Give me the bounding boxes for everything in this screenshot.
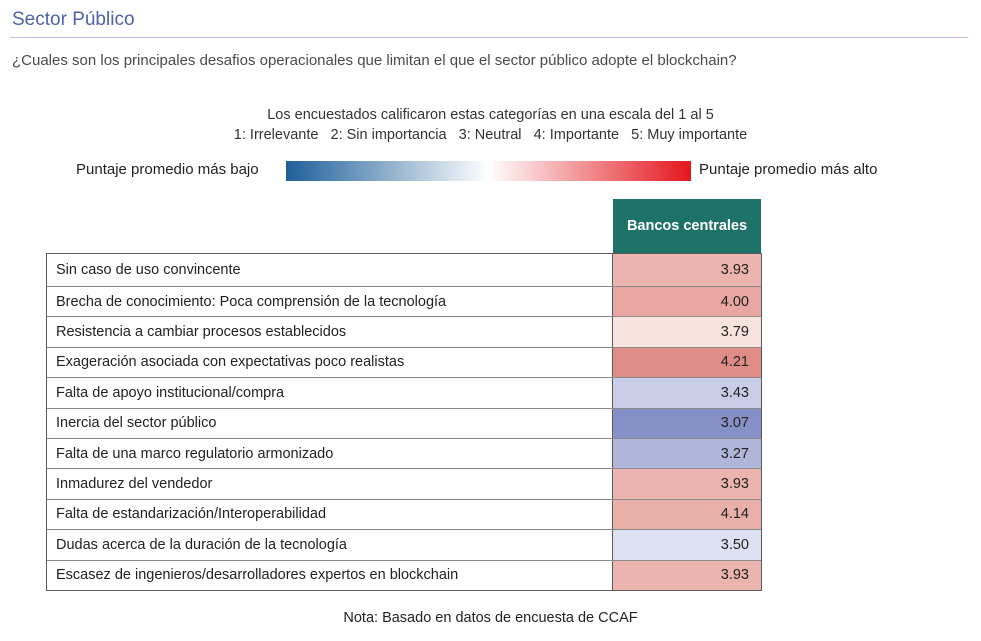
row-score: 3.93 (613, 560, 761, 590)
row-score: 3.43 (613, 378, 761, 408)
row-score: 3.93 (613, 469, 761, 499)
table-row: Falta de una marco regulatorio armonizad… (47, 437, 761, 469)
legend-high-label: Puntaje promedio más alto (699, 161, 878, 178)
source-note: Nota: Basado en datos de encuesta de CCA… (343, 610, 638, 626)
column-header-bancos-centrales: Bancos centrales (613, 199, 761, 253)
scale-description: Los encuestados calificaron estas catego… (267, 107, 714, 123)
score-table: Sin caso de uso convincente 3.93 Brecha de… (46, 253, 762, 591)
row-label: Brecha de conocimiento: Poca comprensión… (47, 287, 613, 317)
row-score: 3.07 (613, 408, 761, 438)
row-label: Resistencia a cambiar procesos estableci… (47, 317, 613, 347)
table-row: Falta de apoyo institucional/compra 3.43 (47, 377, 761, 408)
row-label: Sin caso de uso convincente (47, 254, 613, 286)
table-row: Falta de estandarización/Interoperabilid… (47, 498, 761, 530)
table-row: Resistencia a cambiar procesos estableci… (47, 316, 761, 347)
row-label: Exageración asociada con expectativas po… (47, 347, 613, 378)
row-score: 4.00 (613, 287, 761, 317)
row-score: 3.93 (613, 254, 761, 286)
table-row: Sin caso de uso convincente 3.93 (47, 254, 761, 286)
table-row: Exageración asociada con expectativas po… (47, 346, 761, 378)
table-row: Brecha de conocimiento: Poca comprensión… (47, 286, 761, 317)
row-label: Escasez de ingenieros/desarrolladores ex… (47, 560, 613, 590)
row-label: Inercia del sector público (47, 408, 613, 438)
row-label: Dudas acerca de la duración de la tecnol… (47, 530, 613, 560)
survey-question: ¿Cuales son los principales desafios ope… (12, 52, 737, 69)
row-label: Inmadurez del vendedor (47, 469, 613, 499)
legend-gradient-bar (286, 161, 691, 181)
row-score: 3.79 (613, 317, 761, 347)
table-row: Inmadurez del vendedor 3.93 (47, 468, 761, 499)
row-label: Falta de una marco regulatorio armonizad… (47, 438, 613, 469)
table-row: Inercia del sector público 3.07 (47, 407, 761, 438)
row-score: 4.14 (613, 499, 761, 530)
row-score: 3.27 (613, 438, 761, 469)
row-label: Falta de estandarización/Interoperabilid… (47, 499, 613, 530)
row-label: Falta de apoyo institucional/compra (47, 378, 613, 408)
page-title: Sector Público (12, 9, 135, 30)
legend-low-label: Puntaje promedio más bajo (76, 161, 259, 178)
table-row: Escasez de ingenieros/desarrolladores ex… (47, 559, 761, 590)
scale-values: 1: Irrelevante 2: Sin importancia 3: Neu… (233, 127, 748, 143)
row-score: 3.50 (613, 530, 761, 560)
title-divider (10, 37, 968, 38)
table-row: Dudas acerca de la duración de la tecnol… (47, 529, 761, 560)
row-score: 4.21 (613, 347, 761, 378)
